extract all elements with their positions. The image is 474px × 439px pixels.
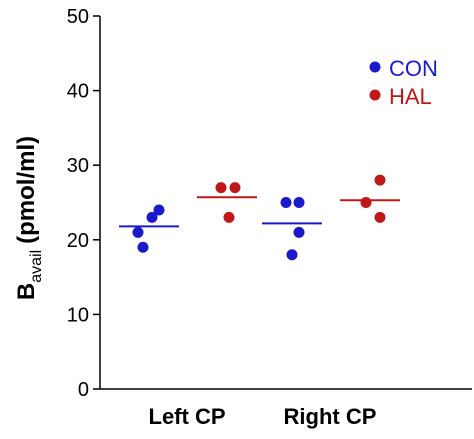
y-axis-label-unit: (pmol/ml) [13,136,40,244]
x-category-label: Left CP [149,404,226,429]
data-point-con [137,241,149,253]
data-point-con [132,226,144,238]
y-tick-label: 10 [67,304,89,326]
data-marks [119,174,400,261]
data-point-con [153,204,165,216]
legend-label-con: CON [389,56,438,81]
legend-marker-hal [369,89,381,101]
data-point-hal [223,211,235,223]
data-point-con [293,226,305,238]
data-point-hal [229,182,241,194]
x-category-label: Right CP [284,404,377,429]
data-point-hal [360,197,372,208]
data-point-con [280,197,292,208]
y-tick-label: 30 [67,155,89,177]
y-tick-label: 0 [78,379,89,401]
x-category-labels: Left CP Right CP [149,404,377,429]
axes [99,16,472,390]
data-point-con [146,211,158,223]
data-point-hal [374,211,386,223]
y-axis-label-sub: avail [28,250,45,283]
data-point-hal [215,182,227,194]
legend: CON HAL [369,56,438,109]
y-ticks: 0 10 20 30 40 50 [67,6,100,401]
y-axis-label-main: B [13,283,40,300]
y-tick-label: 20 [67,230,89,252]
y-tick-label: 40 [67,81,89,103]
data-point-hal [374,174,386,186]
legend-label-hal: HAL [389,84,432,109]
data-point-con [286,249,298,261]
legend-marker-con [369,61,381,73]
data-point-con [293,197,305,208]
y-axis-label: Bavail (pmol/ml) [13,136,45,300]
y-tick-label: 50 [67,6,89,28]
